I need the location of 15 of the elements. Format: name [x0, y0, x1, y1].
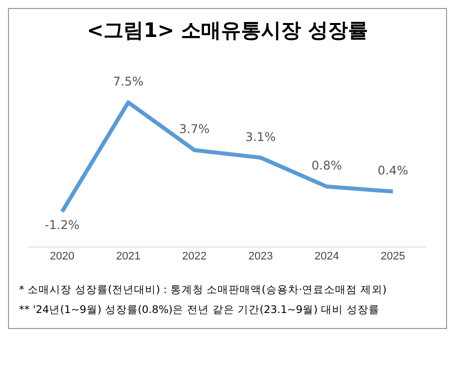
x-tick-label: 2023: [248, 250, 273, 262]
x-tick-label: 2024: [314, 250, 339, 262]
data-label: 0.8%: [312, 158, 342, 173]
data-label: 7.5%: [113, 74, 144, 89]
chart-title: <그림1> 소매유통시장 성장률: [86, 17, 370, 44]
x-tick-label: 2020: [50, 250, 74, 262]
data-label: 0.4%: [378, 164, 408, 178]
text: ** '24년(1~9월) 성장률(0.8%)은 전년 같은 기간(23.1~9월) 대비 성장률: [19, 303, 380, 318]
data-label: -1.2%: [44, 218, 80, 232]
text: * 소매시장 성장률(전년대비) : 통계청 소매판매액(승용차·연료소매점 제외): [19, 283, 388, 298]
data-label: 3.1%: [245, 130, 276, 144]
x-tick-label: 2022: [182, 250, 207, 262]
x-tick-label: 2021: [116, 250, 140, 262]
x-tick-label: 2025: [380, 250, 406, 262]
data-label: 3.7%: [179, 122, 210, 136]
